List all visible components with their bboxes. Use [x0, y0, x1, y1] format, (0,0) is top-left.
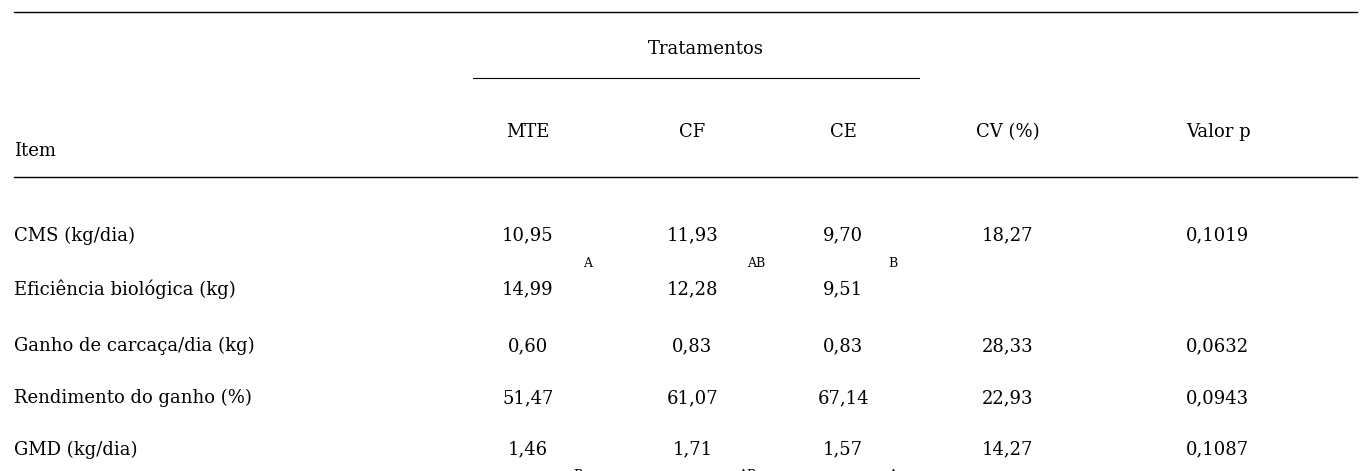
Text: Eficiência biológica (kg): Eficiência biológica (kg) — [14, 280, 236, 300]
Text: 12,28: 12,28 — [666, 281, 718, 299]
Text: 0,1087: 0,1087 — [1186, 441, 1249, 459]
Text: 14,27: 14,27 — [982, 441, 1034, 459]
Text: B: B — [573, 469, 583, 471]
Text: 1,46: 1,46 — [507, 441, 548, 459]
Text: 9,70: 9,70 — [823, 227, 864, 244]
Text: 0,0632: 0,0632 — [1186, 337, 1249, 355]
Text: 1,71: 1,71 — [672, 441, 713, 459]
Text: GMD (kg/dia): GMD (kg/dia) — [14, 441, 137, 459]
Text: 51,47: 51,47 — [502, 389, 554, 407]
Text: 11,93: 11,93 — [666, 227, 718, 244]
Text: 61,07: 61,07 — [666, 389, 718, 407]
Text: Item: Item — [14, 142, 56, 160]
Text: AB: AB — [738, 469, 755, 471]
Text: 9,51: 9,51 — [823, 281, 864, 299]
Text: CV (%): CV (%) — [976, 123, 1039, 141]
Text: MTE: MTE — [506, 123, 550, 141]
Text: 0,0943: 0,0943 — [1186, 389, 1249, 407]
Text: 67,14: 67,14 — [817, 389, 869, 407]
Text: 0,83: 0,83 — [823, 337, 864, 355]
Text: 22,93: 22,93 — [982, 389, 1034, 407]
Text: B: B — [888, 257, 898, 270]
Text: 10,95: 10,95 — [502, 227, 554, 244]
Text: Rendimento do ganho (%): Rendimento do ganho (%) — [14, 389, 252, 407]
Text: 14,99: 14,99 — [502, 281, 554, 299]
Text: AB: AB — [747, 257, 765, 270]
Text: 28,33: 28,33 — [982, 337, 1034, 355]
Text: CF: CF — [679, 123, 706, 141]
Text: Tratamentos: Tratamentos — [648, 41, 764, 58]
Text: 0,60: 0,60 — [507, 337, 548, 355]
Text: 0,83: 0,83 — [672, 337, 713, 355]
Text: A: A — [583, 257, 592, 270]
Text: 1,57: 1,57 — [823, 441, 864, 459]
Text: A: A — [888, 469, 898, 471]
Text: CMS (kg/dia): CMS (kg/dia) — [14, 227, 134, 244]
Text: Valor p: Valor p — [1186, 123, 1250, 141]
Text: 18,27: 18,27 — [982, 227, 1034, 244]
Text: Ganho de carcaça/dia (kg): Ganho de carcaça/dia (kg) — [14, 337, 255, 355]
Text: CE: CE — [829, 123, 857, 141]
Text: 0,1019: 0,1019 — [1186, 227, 1249, 244]
